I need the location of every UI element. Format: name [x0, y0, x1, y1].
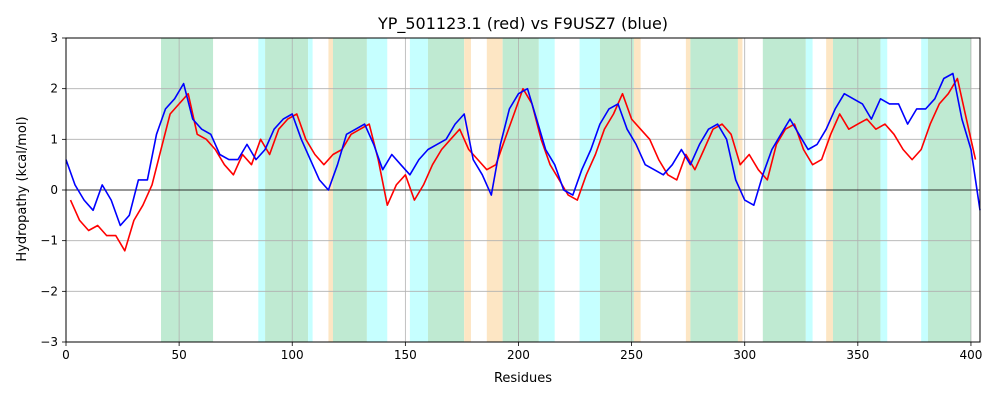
- axis-ticks: 0 50 100 150 200 250 300 350 400 −3 −2 −1 0 1 2 3: [40, 31, 982, 362]
- series-line-blue: [65, 72, 981, 227]
- x-axis-label: Residues: [494, 371, 552, 386]
- x-tick-label: 300: [733, 348, 756, 362]
- x-tick-label: 150: [394, 348, 417, 362]
- x-tick-label: 50: [171, 348, 186, 362]
- y-axis-label: Hydropathy (kcal/mol): [15, 116, 30, 261]
- x-tick-label: 0: [62, 348, 70, 362]
- y-tick-label: −1: [40, 234, 58, 248]
- series-line-red: [69, 77, 977, 252]
- x-tick-label: 400: [959, 348, 982, 362]
- y-tick-label: −3: [40, 335, 58, 349]
- series-lines: [65, 72, 981, 252]
- x-tick-label: 200: [507, 348, 530, 362]
- chart-title: YP_501123.1 (red) vs F9USZ7 (blue): [377, 14, 668, 34]
- y-tick-label: 2: [50, 82, 58, 96]
- y-tick-label: −2: [40, 284, 58, 298]
- x-tick-label: 250: [620, 348, 643, 362]
- y-tick-label: 0: [50, 183, 58, 197]
- x-tick-label: 100: [281, 348, 304, 362]
- y-tick-label: 1: [50, 132, 58, 146]
- x-tick-label: 350: [846, 348, 869, 362]
- y-tick-label: 3: [50, 31, 58, 45]
